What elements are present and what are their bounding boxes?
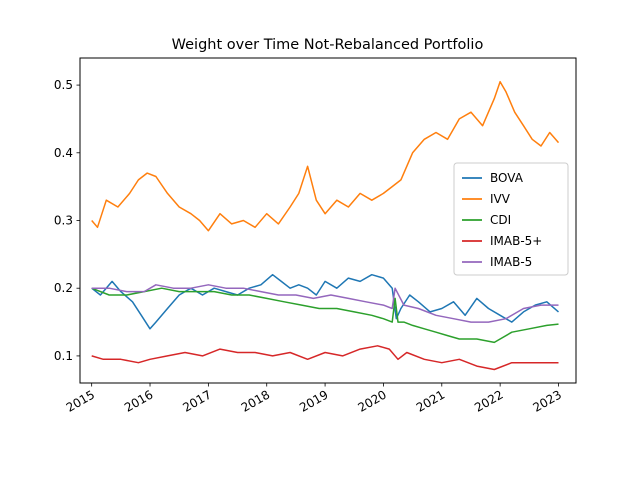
legend-label: IMAB-5 xyxy=(490,255,532,269)
legend-label: BOVA xyxy=(490,171,524,185)
y-tick-label: 0.4 xyxy=(54,146,73,160)
x-tick-label: 2019 xyxy=(297,387,330,414)
series-line-imab-5 xyxy=(91,284,559,323)
x-tick-label: 2018 xyxy=(239,387,272,414)
y-tick-label: 0.1 xyxy=(54,349,73,363)
x-tick-label: 2022 xyxy=(472,387,505,414)
y-tick-label: 0.3 xyxy=(54,214,73,228)
y-tick-label: 0.2 xyxy=(54,281,73,295)
legend-label: IVV xyxy=(490,192,511,206)
series-line-ivv xyxy=(91,80,560,232)
x-tick-label: 2017 xyxy=(180,387,213,414)
legend-label: CDI xyxy=(490,213,511,227)
x-tick-label: 2016 xyxy=(122,387,155,414)
series-line-cdi xyxy=(91,287,559,344)
x-tick-label: 2015 xyxy=(64,387,97,414)
x-tick-label: 2021 xyxy=(414,387,447,414)
x-axis: 2015 2016 2017 2018 2019 2020 2021 2022 2023 xyxy=(64,383,564,415)
legend-box xyxy=(453,162,569,276)
legend-label: IMAB-5+ xyxy=(490,234,542,248)
series-line-bova xyxy=(91,273,559,330)
series-layer xyxy=(91,80,560,371)
series-line-imab-5- xyxy=(91,345,559,371)
y-axis: 0.1 0.2 0.3 0.4 0.5 xyxy=(54,78,80,363)
y-tick-label: 0.5 xyxy=(54,78,73,92)
x-tick-label: 2023 xyxy=(531,387,564,414)
x-tick-label: 2020 xyxy=(355,387,388,414)
chart-title: Weight over Time Not-Rebalanced Portfoli… xyxy=(172,37,484,53)
legend: BOVA IVV CDI IMAB-5+ IMAB-5 xyxy=(453,162,569,276)
